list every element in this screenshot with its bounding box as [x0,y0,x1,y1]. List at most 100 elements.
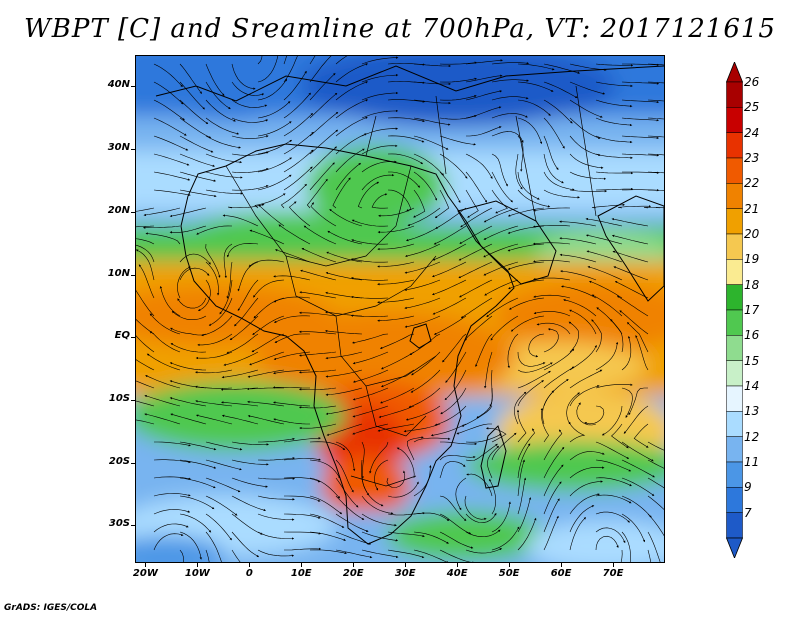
streamline [388,171,421,188]
streamline [431,279,467,296]
streamline [257,457,296,461]
streamline [205,117,240,135]
streamline [237,279,259,312]
streamline [465,106,502,119]
streamline [221,401,259,407]
streamline [405,225,441,242]
streamline [197,279,211,311]
streamline [569,117,601,139]
streamline [278,224,311,245]
streamline [647,63,664,66]
streamline [621,387,633,418]
streamline [584,405,605,425]
streamline [613,266,649,281]
streamline [491,432,517,461]
streamline [543,498,560,533]
streamline [299,423,337,430]
streamline [231,99,268,108]
streamline [272,386,310,389]
streamline [197,333,233,347]
colorbar-swatch [726,309,743,336]
streamline [179,549,184,562]
colorbar-label: 9 [744,480,752,495]
streamline [647,153,664,156]
streamline [179,81,205,110]
streamline [325,351,363,360]
streamline [327,230,363,245]
streamline [136,380,155,389]
streamline [231,477,268,488]
streamline [466,126,502,137]
streamline [257,101,291,119]
streamline [647,477,664,489]
streamline [309,72,336,101]
streamline [231,441,269,446]
streamline [283,437,321,443]
streamline [231,63,256,90]
streamline [517,497,532,533]
streamline [621,459,655,478]
streamline [517,63,555,71]
streamline [543,189,580,199]
streamline [153,493,191,497]
streamline [465,512,497,524]
streamline [543,481,562,515]
streamline [283,477,321,483]
streamline [533,294,571,299]
streamline [357,181,380,209]
streamline [257,139,293,155]
streamline [410,369,441,393]
streamline [514,391,527,425]
streamline [361,549,399,558]
streamline [171,310,207,320]
streamline [517,351,546,367]
streamline [559,253,597,263]
streamline [413,465,432,497]
streamline [569,369,603,389]
streamline [301,248,337,263]
streamline [568,421,586,443]
streamline [221,414,259,425]
streamline [618,205,652,209]
streamline [153,523,189,533]
streamline [144,413,181,425]
streamline [352,405,389,418]
streamline [170,327,207,336]
colorbar-label: 11 [744,455,760,469]
streamline [621,117,660,122]
streamline [569,451,605,461]
lon-tick-label: 50E [498,568,520,579]
streamline [205,81,231,110]
streamline [377,315,415,322]
streamline [621,81,660,85]
streamline [432,297,467,315]
streamline [299,311,337,317]
streamline [595,511,631,523]
streamline [491,131,524,143]
streamline [153,153,190,166]
streamline [439,77,477,83]
colorbar-label: 16 [744,328,760,343]
streamline [310,202,337,227]
streamline [517,370,551,389]
streamline [460,207,493,228]
streamline [221,369,259,379]
streamline [560,270,597,281]
streamline [283,149,314,173]
streamline [455,477,467,511]
streamline [591,319,602,353]
lat-tick-mark [131,149,135,151]
streamline [507,261,545,270]
streamline [361,160,397,173]
streamline [465,189,479,218]
streamline [517,428,535,461]
streamline [223,351,259,366]
streamline [377,243,415,251]
streamline [251,333,285,353]
streamline [179,189,217,198]
colorbar-label: 14 [744,379,760,393]
streamline [280,183,307,209]
streamline [413,81,452,86]
streamline [439,94,477,101]
lat-tick-mark [131,399,135,401]
